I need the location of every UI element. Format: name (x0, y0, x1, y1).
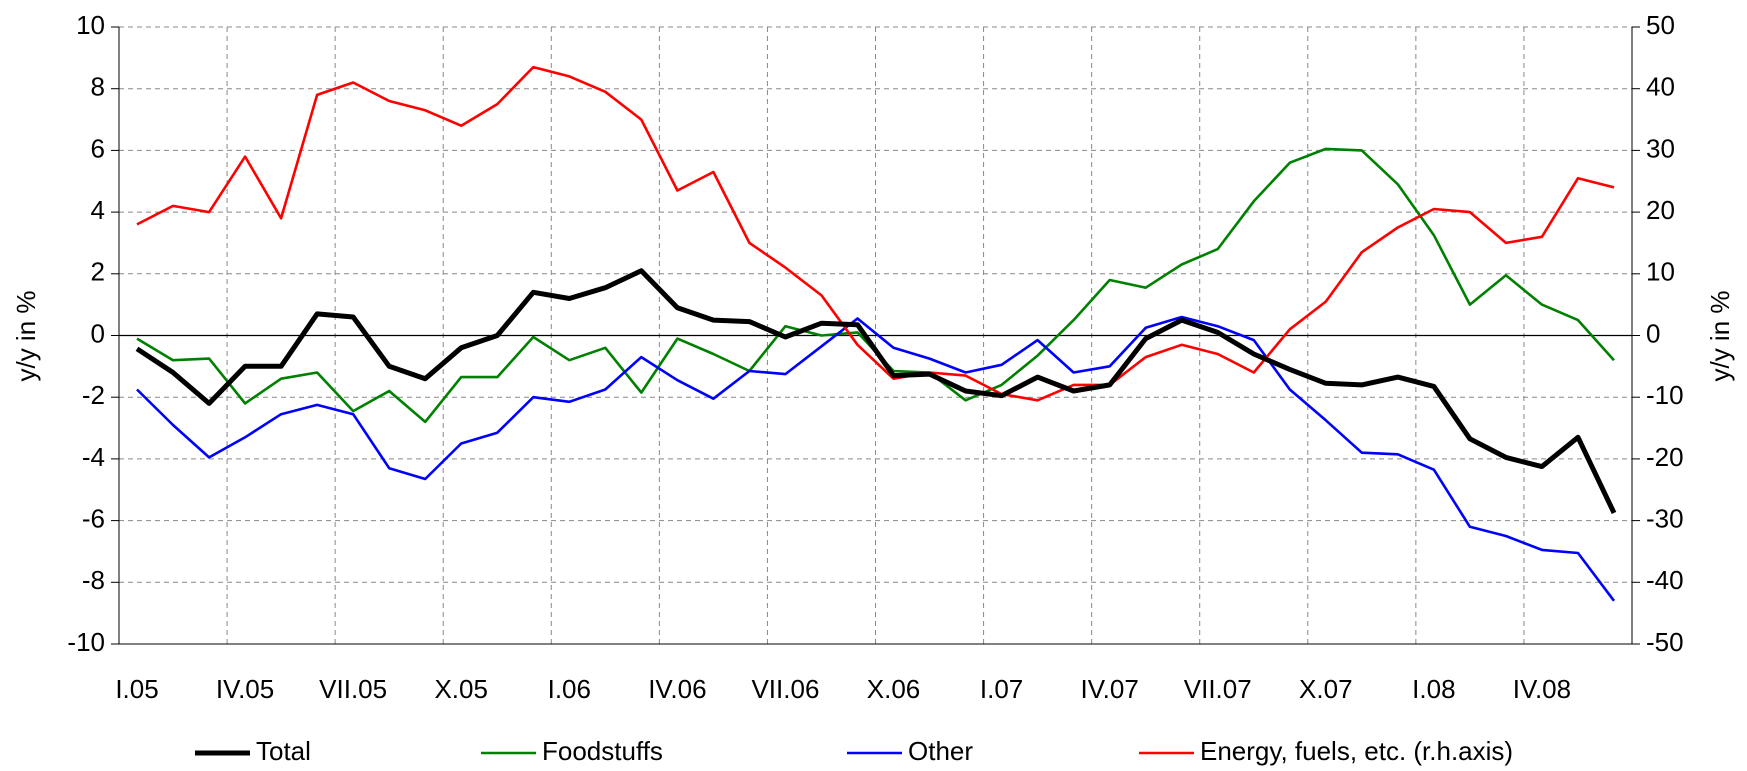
y2-tick-label: 0 (1646, 318, 1660, 348)
series-line (136, 65, 1615, 402)
x-tick-label: IV.05 (216, 674, 274, 704)
y2-tick-label: -10 (1646, 380, 1684, 410)
x-tick-label: I.07 (980, 674, 1023, 704)
y-tick-label: 0 (91, 318, 105, 348)
y2-tick-label: 50 (1646, 10, 1675, 40)
x-tick-label: I.05 (115, 674, 158, 704)
y2-tick-label: -50 (1646, 627, 1684, 657)
y-tick-label: 10 (76, 10, 105, 40)
y-tick-label: 4 (91, 195, 105, 225)
y-tick-label: -8 (82, 565, 105, 595)
y-tick-label: 8 (91, 72, 105, 102)
y2-tick-label: -20 (1646, 442, 1684, 472)
y2-tick-label: 30 (1646, 133, 1675, 163)
y-tick-label: -4 (82, 442, 105, 472)
x-tick-label: IV.06 (648, 674, 706, 704)
x-tick-label: IV.07 (1080, 674, 1138, 704)
y-axis-label: y/y in % (11, 290, 41, 381)
series-line (135, 268, 1617, 514)
legend-label: Foodstuffs (542, 736, 663, 766)
x-tick-label: IV.08 (1513, 674, 1571, 704)
x-tick-label: VII.06 (751, 674, 819, 704)
y2-tick-label: -40 (1646, 565, 1684, 595)
x-tick-label: I.08 (1412, 674, 1455, 704)
legend-label: Total (256, 736, 311, 766)
y2-tick-label: 20 (1646, 195, 1675, 225)
legend-label: Energy, fuels, etc. (r.h.axis) (1200, 736, 1513, 766)
y-tick-label: 6 (91, 133, 105, 163)
y2-tick-label: 10 (1646, 257, 1675, 287)
y-tick-label: -10 (67, 627, 105, 657)
x-tick-label: X.07 (1299, 674, 1353, 704)
legend-label: Other (908, 736, 973, 766)
x-tick-label: VII.05 (319, 674, 387, 704)
y-tick-label: 2 (91, 257, 105, 287)
y2-axis-label: y/y in % (1705, 290, 1735, 381)
x-tick-label: I.06 (548, 674, 591, 704)
x-tick-label: X.06 (867, 674, 921, 704)
series-line (136, 315, 1616, 602)
y2-tick-label: -30 (1646, 503, 1684, 533)
y-tick-label: -6 (82, 503, 105, 533)
y2-tick-label: 40 (1646, 72, 1675, 102)
y-tick-label: -2 (82, 380, 105, 410)
x-tick-label: VII.07 (1184, 674, 1252, 704)
x-tick-label: X.05 (434, 674, 488, 704)
